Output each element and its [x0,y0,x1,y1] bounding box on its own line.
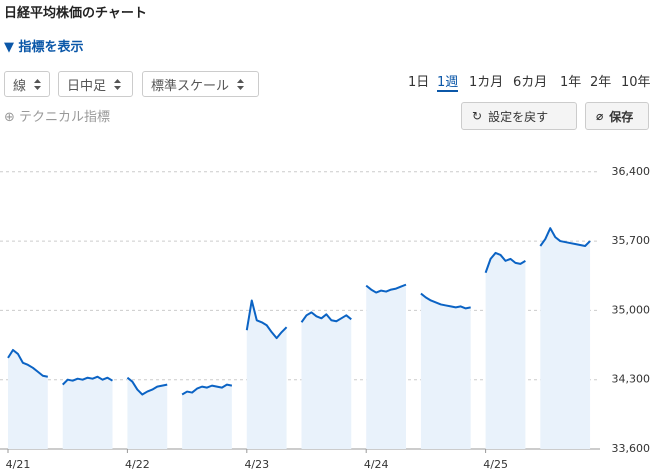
period-tab[interactable]: 1日 [408,75,430,90]
technical[interactable]: ⊕ テクニカル指標 [4,110,111,125]
x-tick-label: 4/21 [6,458,31,471]
select-label: 標準スケール [151,78,230,94]
select-arrow [114,78,122,90]
y-tick-label: 35,700 [612,234,651,247]
save-button[interactable]: ⌀ 保存 [585,102,649,130]
select[interactable]: 日中足 [58,71,133,97]
reset-button[interactable]: ↻ 設定を戻す [461,102,577,130]
period-tab[interactable]: 1週 [437,71,459,92]
toggle-label: 指標を表示 [18,40,84,55]
x-tick-label: 4/25 [483,458,508,471]
period-tab[interactable]: 6カ月 [513,75,548,90]
y-tick-label: 35,000 [612,303,651,316]
y-tick-label: 34,300 [612,373,651,386]
x-tick-label: 4/22 [125,458,150,471]
x-tick-label: 4/24 [364,458,389,471]
y-tick-label: 33,600 [612,442,651,455]
line [7,227,591,396]
technical-label: テクニカル指標 [19,110,111,125]
select[interactable]: 線 [4,71,50,97]
period-tab[interactable]: 1年 [560,75,582,90]
page-title: 日経平均株価のチャート [4,6,147,21]
area [8,228,591,449]
select[interactable]: 標準スケール [142,71,259,97]
select-label: 線 [13,78,27,94]
period-tab[interactable]: 1カ月 [469,75,504,90]
button-label: 保存 [609,109,634,124]
period-tab[interactable]: 2年 [590,75,612,90]
x-tick-label: 4/23 [244,458,269,471]
period-tab[interactable]: 10年 [621,75,651,90]
select-arrow [237,78,245,90]
button-label: 設定を戻す [488,109,549,124]
y-tick-label: 36,400 [612,165,651,178]
select-label: 日中足 [67,78,107,94]
indicator-toggle[interactable]: ▼ 指標を表示 [4,40,84,55]
select-arrow [34,78,41,90]
